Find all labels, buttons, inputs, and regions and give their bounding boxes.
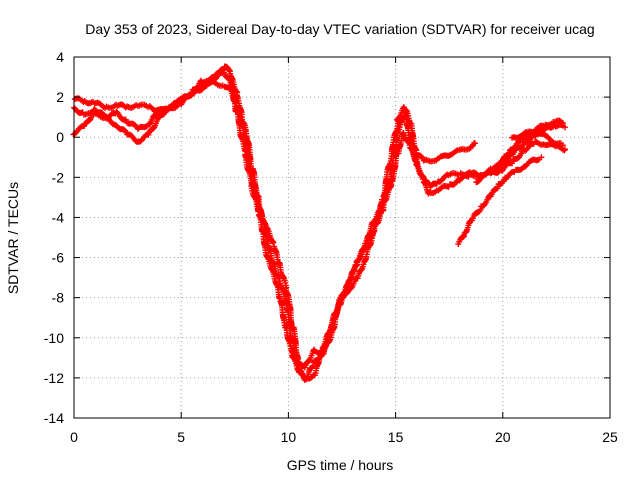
y-tick-label: 4	[56, 49, 64, 65]
data-point	[154, 110, 161, 117]
y-tick-label: -14	[44, 410, 64, 426]
y-tick-label: -4	[52, 209, 65, 225]
x-tick-label: 20	[495, 429, 511, 445]
data-point	[538, 154, 545, 161]
data-point	[306, 357, 313, 364]
chart-title: Day 353 of 2023, Sidereal Day-to-day VTE…	[85, 21, 594, 37]
series-arc-4	[455, 154, 545, 248]
y-tick-label: -12	[44, 370, 64, 386]
series-arc-6	[509, 128, 566, 149]
y-tick-label: -10	[44, 330, 64, 346]
y-tick-label: -2	[52, 169, 65, 185]
series-arc-3	[71, 63, 568, 383]
y-axis-label: SDTVAR / TECUs	[5, 182, 21, 294]
x-tick-label: 5	[177, 429, 185, 445]
data-point	[352, 261, 359, 268]
y-tick-label: 0	[56, 129, 64, 145]
x-tick-label: 10	[281, 429, 297, 445]
data-point	[122, 116, 129, 123]
data-point	[270, 239, 277, 246]
data-point	[494, 184, 501, 191]
data-point	[481, 202, 488, 209]
data-point	[559, 142, 566, 149]
data-point	[509, 160, 516, 167]
data-point	[414, 162, 421, 169]
data-point	[406, 134, 413, 141]
data-point	[561, 146, 568, 153]
x-tick-label: 0	[70, 429, 78, 445]
y-tick-label: -6	[52, 250, 65, 266]
y-tick-label: -8	[52, 290, 65, 306]
data-point	[471, 140, 478, 147]
plot-frame	[73, 56, 611, 419]
data-points	[70, 63, 568, 383]
y-tick-label: 2	[56, 89, 64, 105]
x-tick-label: 25	[602, 429, 618, 445]
data-point	[519, 142, 526, 149]
x-tick-label: 15	[388, 429, 404, 445]
series-arc-2	[70, 67, 568, 383]
data-point	[561, 124, 568, 131]
data-point	[559, 120, 566, 127]
x-axis-label: GPS time / hours	[287, 457, 394, 473]
